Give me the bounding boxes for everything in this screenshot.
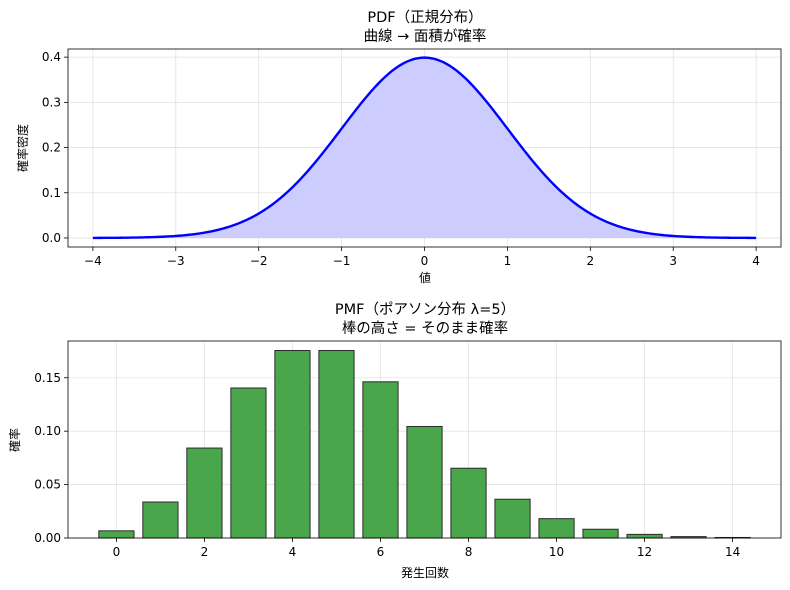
pdf-x-tick-label: −1 (333, 254, 351, 268)
pmf-bars (98, 350, 751, 539)
pmf-title: PMF（ポアソン分布 λ=5） (335, 301, 515, 318)
pmf-x-tick-label: 14 (725, 545, 740, 559)
pmf-bar-10 (538, 518, 575, 539)
pdf-x-tick-label: 1 (504, 254, 512, 268)
pmf-plot-frame (67, 340, 782, 539)
pmf-ticks: 0 2 4 6 8 10 12 14 0.00 0.05 0.10 0.15 (34, 371, 740, 559)
pdf-subtitle: 曲線 → 面積が確率 (364, 28, 487, 45)
pdf-panel: PDF（正規分布） 曲線 → 面積が確率 −4 −3 −2 −1 0 1 2 3 4 0.0 0.1… (15, 9, 782, 285)
pmf-bar-4 (274, 350, 311, 539)
pdf-y-tick-label: 0.3 (42, 95, 61, 109)
pdf-x-tick-label: 0 (421, 254, 429, 268)
pdf-y-axis-label: 確率密度 (15, 124, 30, 172)
pmf-panel: PMF（ポアソン分布 λ=5） 棒の高さ = そのまま確率 0 2 4 6 8 10 12 1… (7, 301, 782, 580)
pmf-bar-6 (362, 381, 399, 539)
pmf-bar-2 (186, 447, 223, 539)
pdf-y-tick-label: 0.2 (42, 141, 61, 155)
pmf-bar-12 (626, 533, 663, 539)
pmf-y-tick-label: 0.15 (34, 371, 61, 385)
pdf-x-axis-label: 値 (419, 270, 431, 285)
pdf-area-fill (92, 57, 757, 238)
pdf-x-tick-label: −2 (250, 254, 268, 268)
pmf-bar-3 (230, 387, 267, 539)
pdf-x-tick-label: 2 (586, 254, 594, 268)
pmf-x-tick-label: 10 (549, 545, 564, 559)
pdf-y-tick-label: 0.4 (42, 50, 61, 64)
pdf-y-tick-label: 0.1 (42, 186, 61, 200)
pmf-subtitle: 棒の高さ = そのまま確率 (342, 320, 508, 337)
pdf-y-tick-label: 0.0 (42, 231, 61, 245)
pmf-x-tick-label: 8 (465, 545, 473, 559)
pmf-y-tick-label: 0.05 (34, 478, 61, 492)
pmf-x-tick-label: 0 (113, 545, 121, 559)
pmf-y-tick-label: 0.00 (34, 531, 61, 545)
pmf-x-tick-label: 2 (201, 545, 209, 559)
pmf-x-tick-label: 6 (377, 545, 385, 559)
pmf-bar-0 (98, 530, 135, 539)
pmf-bar-5 (318, 350, 355, 539)
pdf-x-tick-label: 3 (669, 254, 677, 268)
pmf-bar-7 (406, 425, 443, 539)
pdf-title: PDF（正規分布） (367, 9, 482, 26)
pdf-x-tick-label: 4 (752, 254, 760, 268)
pmf-y-tick-label: 0.10 (34, 424, 61, 438)
pmf-x-tick-label: 4 (289, 545, 297, 559)
pdf-x-tick-label: −3 (167, 254, 185, 268)
pmf-y-axis-label: 確率 (7, 428, 22, 452)
pdf-ticks: −4 −3 −2 −1 0 1 2 3 4 0.0 0.1 0.2 0.3 0.4 (42, 50, 760, 268)
pdf-x-tick-label: −4 (84, 254, 102, 268)
pmf-bar-9 (494, 498, 531, 539)
pmf-bar-11 (582, 528, 619, 539)
pdf-curve-line (92, 56, 757, 240)
pmf-x-tick-label: 12 (637, 545, 652, 559)
pmf-bar-1 (142, 501, 179, 539)
pmf-x-axis-label: 発生回数 (401, 565, 449, 580)
pmf-bar-8 (450, 467, 487, 539)
